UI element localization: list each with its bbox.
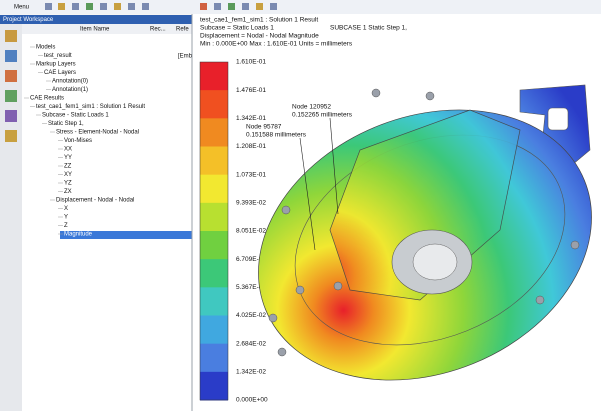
tree-item[interactable]: YY [64, 155, 72, 161]
column-rec: Rec... [150, 27, 166, 33]
legend-label: 9.393E-02 [236, 200, 266, 207]
legend-band [200, 90, 228, 119]
tree-item[interactable]: Magnitude [64, 232, 93, 238]
result-header: Subcase = Static Loads 1 [200, 25, 274, 32]
side-icons[interactable] [5, 30, 17, 142]
tree-item[interactable]: X [64, 206, 68, 212]
legend-band [200, 202, 228, 232]
column-name: Item Name [80, 27, 110, 33]
legend-band [200, 118, 228, 147]
legend-band [200, 371, 228, 401]
legend-band [200, 174, 228, 204]
tree-item[interactable]: Von-Mises [64, 138, 92, 144]
tree-area [22, 24, 192, 411]
reference-cell: [Emb [178, 54, 193, 60]
toolbar-icons[interactable] [45, 3, 277, 10]
legend-label: 1.342E-01 [236, 115, 266, 122]
legend-label: 1.610E-01 [236, 59, 266, 66]
legend-label: 1.342E-02 [236, 369, 266, 376]
tree-item[interactable]: Models [36, 45, 55, 51]
tree-item[interactable]: Static Step 1, [48, 121, 84, 127]
legend-label: 6.709E-02 [236, 256, 266, 263]
tree-item[interactable]: Stress - Element-Nodal - Nodal [56, 130, 139, 136]
legend-band [200, 259, 228, 288]
panel-title-bar [0, 15, 192, 24]
tree-item[interactable]: test_cae1_fem1_sim1 : Solution 1 Result [36, 104, 145, 110]
tree-item[interactable]: Y [64, 215, 68, 221]
leader-line [299, 137, 316, 251]
column-header [22, 24, 192, 34]
legend-label: 5.367E-02 [236, 284, 266, 291]
legend-band [200, 146, 228, 176]
column-ref: Refe [176, 27, 189, 33]
legend-label: 1.073E-01 [236, 171, 266, 178]
legend-band [200, 287, 228, 316]
legend-band [200, 315, 228, 345]
tree-item[interactable]: CAE Results [30, 96, 64, 102]
legend-label: 8.051E-02 [236, 228, 266, 235]
menu-button[interactable]: Menu [14, 5, 29, 11]
legend-label: 2.684E-02 [236, 340, 266, 347]
annotation-value: 0.152265 millimeters [292, 112, 353, 119]
tree-item[interactable]: test_result [44, 53, 72, 59]
tree-item[interactable]: Annotation(1) [52, 87, 88, 93]
tree-item[interactable]: Annotation(0) [52, 79, 88, 85]
legend-label: 4.025E-02 [236, 312, 266, 319]
selected-row [60, 231, 192, 239]
legend-band [200, 231, 228, 260]
result-header: Min : 0.000E+00 Max : 1.610E-01 Units = … [200, 41, 353, 48]
tree-item[interactable]: XX [64, 147, 72, 153]
legend-label: 0.000E+00 [236, 397, 268, 404]
annotation-node: Node 120952 [292, 104, 331, 111]
result-header: test_cae1_fem1_sim1 : Solution 1 Result [200, 17, 318, 24]
legend-band [200, 343, 228, 373]
step-label: SUBCASE 1 Static Step 1, [330, 25, 407, 32]
icon-column [0, 24, 22, 411]
panel-title: Project Workspace [3, 17, 54, 23]
legend-label: 1.208E-01 [236, 143, 266, 150]
tree-item[interactable]: Displacement - Nodal - Nodal [56, 198, 134, 204]
tree-item[interactable]: ZZ [64, 164, 72, 170]
result-header: Displacement = Nodal - Nodal Magnitude [200, 33, 319, 40]
toolbar [0, 0, 601, 14]
tree-item[interactable]: ZX [64, 189, 72, 195]
annotation-node: Node 95787 [246, 124, 282, 131]
leader-line [329, 117, 339, 215]
fea-model [258, 84, 592, 381]
tree-item[interactable]: CAE Layers [44, 70, 76, 76]
tree-item[interactable]: Markup Layers [36, 62, 76, 68]
legend-label: 1.476E-01 [236, 87, 266, 94]
legend-band [200, 62, 228, 91]
tree-item[interactable]: YZ [64, 181, 72, 187]
tree-item[interactable]: Subcase - Static Loads 1 [42, 113, 109, 119]
tree-item[interactable]: XY [64, 172, 72, 178]
legend-frame [199, 61, 229, 401]
annotation-value: 0.151588 millimeters [246, 132, 307, 139]
tree-item[interactable]: Z [64, 223, 68, 229]
